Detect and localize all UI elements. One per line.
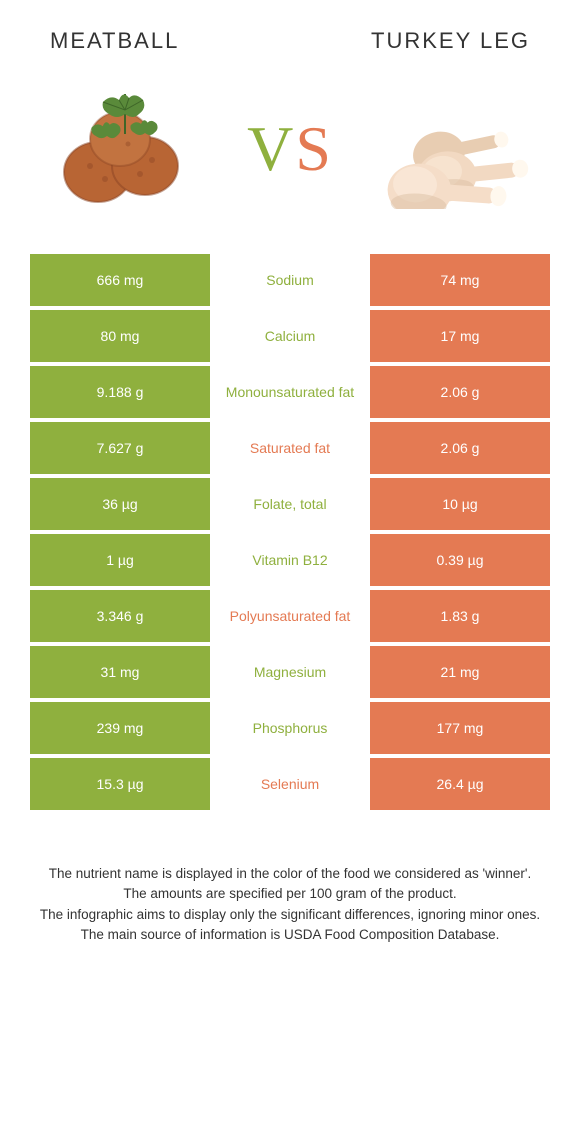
right-food-title: Turkey leg <box>371 28 530 54</box>
right-value-cell: 10 µg <box>370 478 550 530</box>
turkey-leg-image <box>380 84 530 214</box>
left-value-cell: 80 mg <box>30 310 210 362</box>
table-row: 15.3 µgSelenium26.4 µg <box>30 758 550 810</box>
images-row: VS <box>0 54 580 254</box>
vs-v: V <box>247 113 295 184</box>
nutrient-label-cell: Polyunsaturated fat <box>210 590 370 642</box>
left-value-cell: 31 mg <box>30 646 210 698</box>
nutrient-label-cell: Calcium <box>210 310 370 362</box>
table-row: 31 mgMagnesium21 mg <box>30 646 550 698</box>
table-row: 666 mgSodium74 mg <box>30 254 550 306</box>
nutrient-label-cell: Folate, total <box>210 478 370 530</box>
nutrient-table: 666 mgSodium74 mg80 mgCalcium17 mg9.188 … <box>0 254 580 810</box>
right-value-cell: 2.06 g <box>370 422 550 474</box>
right-value-cell: 2.06 g <box>370 366 550 418</box>
left-value-cell: 9.188 g <box>30 366 210 418</box>
left-value-cell: 3.346 g <box>30 590 210 642</box>
left-value-cell: 15.3 µg <box>30 758 210 810</box>
table-row: 9.188 gMonounsaturated fat2.06 g <box>30 366 550 418</box>
table-row: 7.627 gSaturated fat2.06 g <box>30 422 550 474</box>
table-row: 1 µgVitamin B120.39 µg <box>30 534 550 586</box>
nutrient-label-cell: Monounsaturated fat <box>210 366 370 418</box>
left-value-cell: 666 mg <box>30 254 210 306</box>
right-value-cell: 1.83 g <box>370 590 550 642</box>
left-value-cell: 7.627 g <box>30 422 210 474</box>
right-value-cell: 177 mg <box>370 702 550 754</box>
right-value-cell: 74 mg <box>370 254 550 306</box>
footer-line: The main source of information is USDA F… <box>30 925 550 945</box>
nutrient-label-cell: Sodium <box>210 254 370 306</box>
vs-s: S <box>295 113 333 184</box>
footer-line: The nutrient name is displayed in the co… <box>30 864 550 884</box>
header: Meatball Turkey leg <box>0 0 580 54</box>
table-row: 80 mgCalcium17 mg <box>30 310 550 362</box>
left-value-cell: 36 µg <box>30 478 210 530</box>
table-row: 239 mgPhosphorus177 mg <box>30 702 550 754</box>
footer-line: The infographic aims to display only the… <box>30 905 550 925</box>
right-value-cell: 0.39 µg <box>370 534 550 586</box>
right-value-cell: 21 mg <box>370 646 550 698</box>
right-value-cell: 26.4 µg <box>370 758 550 810</box>
left-food-title: Meatball <box>50 28 179 54</box>
nutrient-label-cell: Phosphorus <box>210 702 370 754</box>
nutrient-label-cell: Magnesium <box>210 646 370 698</box>
right-value-cell: 17 mg <box>370 310 550 362</box>
table-row: 36 µgFolate, total10 µg <box>30 478 550 530</box>
footer-line: The amounts are specified per 100 gram o… <box>30 884 550 904</box>
nutrient-label-cell: Saturated fat <box>210 422 370 474</box>
table-row: 3.346 gPolyunsaturated fat1.83 g <box>30 590 550 642</box>
nutrient-label-cell: Selenium <box>210 758 370 810</box>
left-value-cell: 239 mg <box>30 702 210 754</box>
left-value-cell: 1 µg <box>30 534 210 586</box>
footer-notes: The nutrient name is displayed in the co… <box>0 814 580 945</box>
vs-label: VS <box>247 112 333 186</box>
nutrient-label-cell: Vitamin B12 <box>210 534 370 586</box>
meatball-image <box>50 84 200 214</box>
